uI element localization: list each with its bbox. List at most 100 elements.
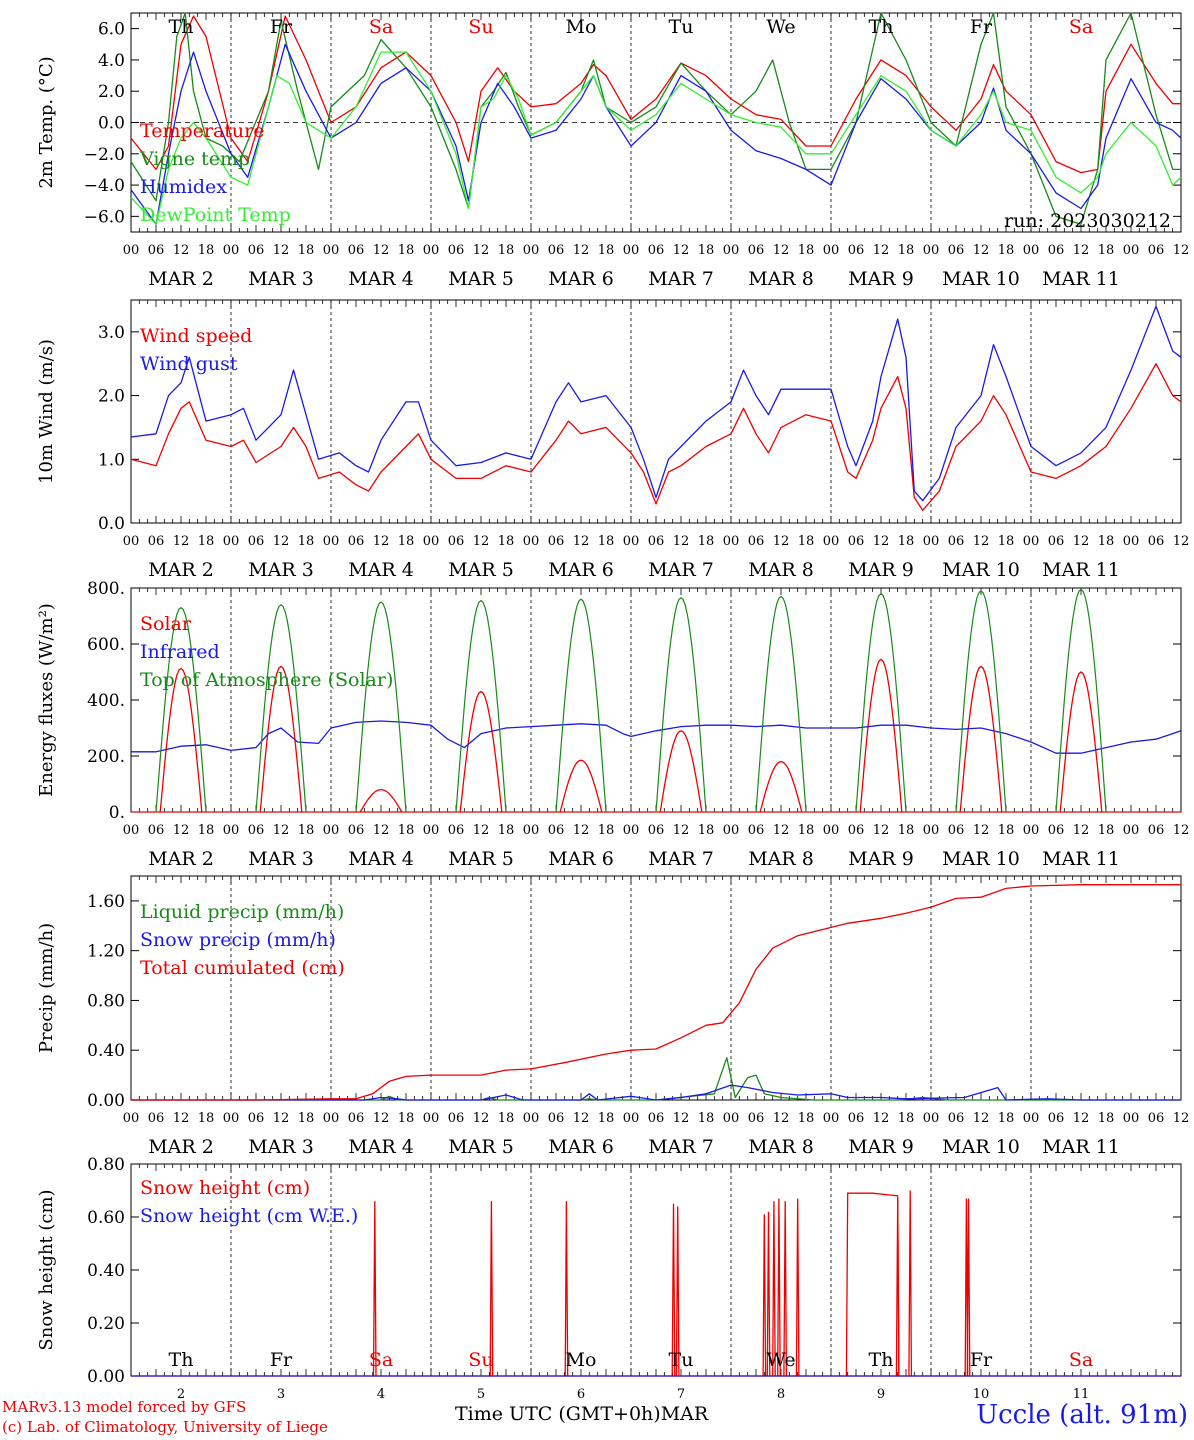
y-axis-label: Energy fluxes (W/m²)	[36, 603, 57, 797]
hour-label: 06	[148, 243, 165, 258]
hour-label: 12	[1073, 1111, 1090, 1126]
day-number-label: 6	[577, 1387, 585, 1402]
hour-label: 00	[523, 1111, 540, 1126]
date-label: MAR 11	[1042, 1136, 1120, 1158]
snow-spike	[372, 1201, 377, 1377]
panel-snow	[130, 1163, 1182, 1377]
date-label: MAR 3	[248, 268, 314, 290]
hour-label: 12	[673, 534, 690, 549]
panel-precip	[130, 875, 1182, 1101]
hour-label: 12	[973, 243, 990, 258]
weekday-label: Fr	[270, 1349, 293, 1371]
date-label: MAR 9	[848, 268, 914, 290]
hour-label: 06	[1148, 1111, 1165, 1126]
snow-spike	[966, 1198, 971, 1377]
hour-label: 06	[348, 1111, 365, 1126]
hour-label: 06	[848, 823, 865, 838]
hour-label: 06	[548, 823, 565, 838]
weekday-label: Fr	[270, 16, 293, 38]
y-tick-label: 400.	[87, 691, 125, 711]
hour-label: 00	[923, 1111, 940, 1126]
hour-label: 12	[1073, 243, 1090, 258]
solar-curve	[759, 760, 803, 813]
date-label: MAR 8	[748, 848, 814, 870]
date-label: MAR 4	[348, 848, 414, 870]
snow-spike	[777, 1198, 781, 1377]
hour-label: 12	[873, 534, 890, 549]
hour-label: 06	[748, 534, 765, 549]
hour-label: 06	[548, 1111, 565, 1126]
day-number-label: 11	[1073, 1387, 1090, 1402]
hour-label: 06	[348, 823, 365, 838]
hour-label: 12	[973, 534, 990, 549]
legend-entry: Snow height (cm)	[140, 1177, 310, 1199]
hour-label: 18	[1098, 243, 1115, 258]
toa-solar-curve	[455, 599, 507, 813]
snow-spike	[783, 1201, 788, 1377]
hour-label: 00	[323, 243, 340, 258]
hour-label: 18	[898, 243, 915, 258]
hour-label: 00	[823, 534, 840, 549]
date-label: MAR 7	[648, 1136, 714, 1158]
hour-label: 00	[623, 1111, 640, 1126]
date-label: MAR 9	[848, 1136, 914, 1158]
hour-label: 00	[823, 823, 840, 838]
series-blue-line	[130, 305, 1182, 502]
hour-label: 06	[1048, 534, 1065, 549]
series-red-line	[130, 15, 1181, 174]
legend-entry: Solar	[140, 613, 192, 635]
toa-solar-curve	[155, 606, 207, 813]
date-label: MAR 10	[942, 268, 1020, 290]
hour-label: 06	[348, 534, 365, 549]
date-label: MAR 11	[1042, 559, 1120, 581]
toa-solar-curve	[355, 601, 407, 813]
snow-spike	[489, 1201, 494, 1377]
date-label: MAR 5	[448, 559, 514, 581]
hour-label: 06	[548, 243, 565, 258]
hour-label: 06	[1148, 243, 1165, 258]
run-label: run: 2023030212	[1004, 210, 1171, 232]
legend-entry: Vigne temp	[139, 148, 250, 170]
hour-label: 18	[998, 534, 1015, 549]
solar-curve	[159, 667, 203, 813]
y-tick-label: 2.0	[98, 82, 125, 102]
hour-label: 18	[698, 1111, 715, 1126]
date-label: MAR 10	[942, 848, 1020, 870]
hour-label: 18	[398, 1111, 415, 1126]
y-tick-label: 800.	[87, 579, 125, 599]
weekday-label: Mo	[566, 1349, 597, 1371]
hour-label: 06	[648, 534, 665, 549]
date-label: MAR 6	[548, 559, 614, 581]
hour-label: 18	[1098, 1111, 1115, 1126]
hour-label: 12	[573, 1111, 590, 1126]
series-blue-line	[131, 1084, 1181, 1101]
weekday-label: Su	[468, 1349, 493, 1371]
legend-entry: Top of Atmosphere (Solar)	[140, 669, 393, 691]
solar-curve	[359, 788, 403, 813]
hour-label: 18	[298, 243, 315, 258]
panel-energy	[130, 587, 1182, 813]
date-label: MAR 6	[548, 268, 614, 290]
hour-label: 18	[298, 823, 315, 838]
hour-label: 18	[798, 534, 815, 549]
weekday-label: Th	[869, 1349, 894, 1371]
y-tick-label: 0.40	[87, 1261, 125, 1281]
y-tick-label: 6.0	[98, 20, 125, 40]
series-blue-line	[130, 43, 1182, 225]
hour-label: 06	[948, 823, 965, 838]
hour-label: 06	[548, 534, 565, 549]
hour-label: 00	[723, 243, 740, 258]
weekday-label: Sa	[1069, 1349, 1093, 1371]
legend-entry: DewPoint Temp	[140, 204, 291, 226]
hour-label: 00	[123, 243, 140, 258]
day-number-label: 3	[277, 1387, 285, 1402]
hour-label: 12	[1073, 823, 1090, 838]
hour-label: 00	[623, 243, 640, 258]
hour-label: 12	[373, 243, 390, 258]
solar-curve	[659, 730, 703, 813]
panel-frame	[130, 587, 1182, 813]
hour-label: 00	[1023, 1111, 1040, 1126]
time-axis-title: Time UTC (GMT+0h)	[455, 1403, 661, 1425]
hour-label: 12	[373, 1111, 390, 1126]
hour-label: 00	[723, 534, 740, 549]
